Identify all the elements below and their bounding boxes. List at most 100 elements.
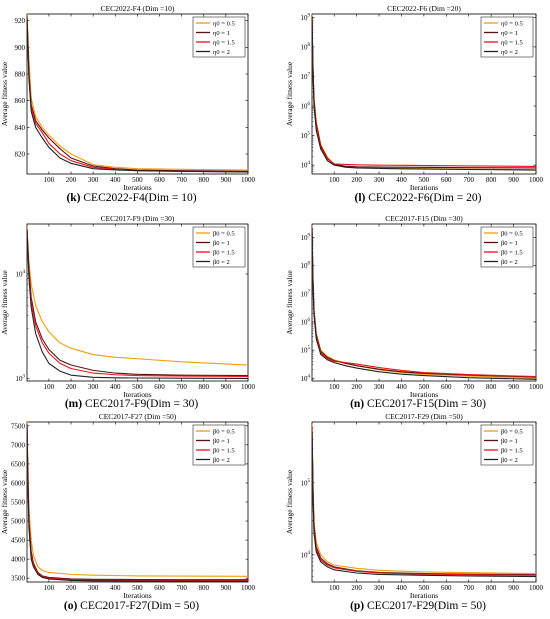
y-tick-exponent: 4 [23, 270, 26, 275]
x-tick-label: 1000 [529, 176, 544, 184]
legend: β0 = 0.5 β0 = 1 β0 = 1.5 β0 = 2 [192, 226, 246, 268]
y-tick-exponent: 5 [308, 132, 311, 137]
chart-title: CEC2017-F15 (Dim =30) [385, 214, 463, 223]
x-tick-label: 500 [132, 176, 143, 184]
caption-label: (l) [355, 192, 366, 204]
series-group [27, 422, 248, 582]
y-tick-base: 10 [301, 290, 309, 298]
series-line-4 [27, 230, 248, 379]
legend: η0 = 0.5 η0 = 1 η0 = 1.5 η0 = 2 [192, 16, 246, 58]
series-group [312, 226, 536, 380]
panel-caption: (m) CEC2017-F9(Dim = 30) [65, 398, 198, 410]
y-tick-label: 105 [301, 346, 311, 355]
y-tick-exponent: 8 [308, 43, 311, 48]
x-tick-label: 700 [176, 176, 187, 184]
y-tick-base: 10 [301, 43, 309, 51]
y-tick-exponent: 7 [308, 72, 311, 77]
x-tick-label: 100 [329, 176, 340, 184]
y-tick-base: 10 [301, 551, 309, 559]
chart-panel-6: CEC2017-F29 (Dim =50) 100 200 300 400 500 600 7… [285, 412, 544, 612]
x-tick-label: 1000 [241, 584, 256, 592]
caption-text: CEC2017-F27(Dim = 50) [77, 600, 199, 612]
legend-entry-3: η0 = 1.5 [213, 39, 235, 46]
legend-entry-3: β0 = 1.5 [213, 249, 235, 256]
panel-caption: (k) CEC2022-F4(Dim = 10) [66, 192, 196, 204]
y-tick-exponent: 6 [308, 318, 311, 323]
chart-panel-3: CEC2017-F9 (Dim =30) 100 200 300 400 500 600 70… [0, 214, 256, 410]
caption-text: CEC2022-F4(Dim = 10) [81, 192, 197, 204]
x-tick-label: 400 [396, 383, 407, 391]
legend-entry-2: η0 = 1 [213, 30, 230, 37]
x-tick-label: 700 [463, 584, 474, 592]
panel-caption: (p) CEC2017-F29(Dim = 50) [350, 600, 486, 612]
y-tick-label: 104 [301, 551, 311, 560]
y-tick-label: 5500 [11, 499, 26, 507]
x-tick-label: 200 [66, 383, 77, 391]
x-tick-label: 300 [88, 383, 99, 391]
chart-title: CEC2017-F29 (Dim =50) [385, 412, 463, 421]
y-tick-label: 109 [301, 13, 311, 22]
x-axis-label: Iterations [123, 183, 151, 192]
y-tick-label: 900 [15, 44, 26, 52]
x-tick-label: 800 [199, 584, 210, 592]
x-tick-label: 300 [88, 176, 99, 184]
panel-caption: (l) CEC2022-F6(Dim = 20) [355, 192, 482, 204]
legend-box [480, 16, 534, 58]
x-tick-label: 100 [329, 584, 340, 592]
y-tick-base: 10 [301, 262, 309, 270]
x-tick-label: 800 [486, 383, 497, 391]
legend-entry-3: β0 = 1.5 [501, 447, 523, 454]
y-tick-base: 10 [301, 103, 309, 111]
legend-box [480, 226, 534, 268]
series-line-1 [27, 227, 248, 366]
y-tick-base: 10 [301, 162, 309, 170]
x-tick-label: 700 [463, 176, 474, 184]
legend-entry-4: β0 = 2 [501, 259, 518, 266]
legend-entry-1: β0 = 0.5 [501, 428, 523, 435]
y-tick-label: 7500 [11, 422, 26, 430]
x-tick-label: 200 [351, 176, 362, 184]
legend-entry-1: η0 = 0.5 [213, 20, 235, 27]
series-line-4 [312, 17, 536, 171]
y-tick-label: 880 [15, 71, 26, 79]
legend-entry-1: β0 = 0.5 [213, 230, 235, 237]
y-tick-label: 106 [301, 318, 311, 327]
y-axis-label: Average fitness value [285, 270, 294, 335]
chart-title: CEC2017-F27 (Dim =50) [99, 412, 177, 421]
x-tick-label: 800 [199, 383, 210, 391]
legend-entry-2: η0 = 1 [501, 30, 518, 37]
legend-entry-3: η0 = 1.5 [501, 39, 523, 46]
y-tick-base: 10 [301, 14, 309, 22]
x-tick-label: 600 [441, 584, 452, 592]
y-tick-exponent: 3 [23, 375, 26, 380]
y-tick-base: 10 [301, 234, 309, 242]
x-tick-label: 500 [419, 584, 430, 592]
caption-label: (n) [350, 398, 364, 410]
legend-entry-2: β0 = 1 [213, 438, 230, 445]
x-tick-label: 600 [441, 176, 452, 184]
legend-entry-3: β0 = 1.5 [501, 249, 523, 256]
y-tick-label: 104 [301, 161, 311, 170]
x-tick-label: 500 [132, 383, 143, 391]
series-line-4 [27, 17, 248, 173]
y-tick-label: 104 [301, 374, 311, 383]
x-tick-label: 800 [486, 176, 497, 184]
series-group [27, 227, 248, 379]
x-tick-label: 200 [351, 584, 362, 592]
x-tick-label: 900 [508, 584, 519, 592]
x-axis-label: Iterations [410, 591, 438, 600]
legend-entry-4: β0 = 2 [501, 457, 518, 464]
x-tick-label: 500 [419, 176, 430, 184]
y-tick-label: 860 [15, 97, 26, 105]
x-tick-label: 600 [154, 584, 165, 592]
chart-panel-4: CEC2017-F15 (Dim =30) 100 200 300 400 500 600 7… [285, 214, 544, 410]
legend-entry-1: β0 = 0.5 [501, 230, 523, 237]
caption-label: (m) [65, 398, 82, 410]
y-tick-label: 105 [301, 132, 311, 141]
y-axis-label: Average fitness value [0, 469, 9, 534]
y-tick-label: 7000 [11, 441, 26, 449]
caption-text: CEC2017-F15(Dim = 30) [364, 398, 486, 410]
caption-text: CEC2017-F29(Dim = 50) [364, 600, 486, 612]
legend: β0 = 0.5 β0 = 1 β0 = 1.5 β0 = 2 [480, 226, 534, 268]
y-tick-base: 10 [16, 375, 24, 383]
